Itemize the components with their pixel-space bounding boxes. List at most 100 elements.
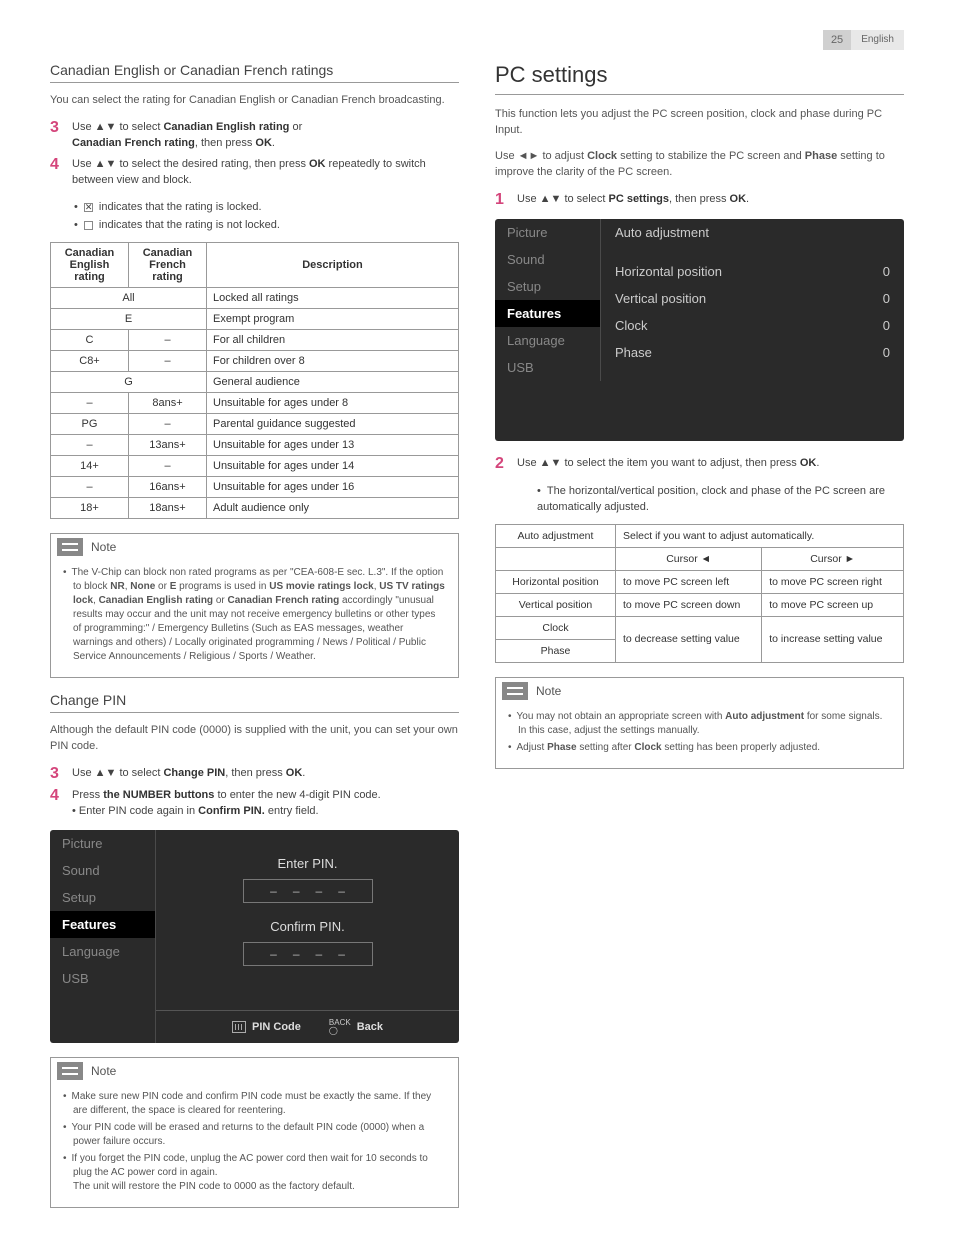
table-cell: – [51, 476, 129, 497]
osd-option [601, 246, 904, 258]
osd-menu-item: USB [495, 354, 600, 381]
pin-steps: 3 Use ▲▼ to select Change PIN, then pres… [50, 765, 459, 820]
step-number: 2 [495, 455, 517, 473]
table-cell: PG [51, 413, 129, 434]
table-cell: – [51, 434, 129, 455]
table-cell: Unsuitable for ages under 14 [207, 455, 459, 476]
pc-settings-table: Auto adjustment Select if you want to ad… [495, 524, 904, 663]
table-cell: Unsuitable for ages under 13 [207, 434, 459, 455]
table-cell: – [129, 455, 207, 476]
table-cell: All [51, 287, 207, 308]
language-label: English [851, 30, 904, 50]
table-cell: General audience [207, 371, 459, 392]
table-cell: – [129, 413, 207, 434]
note-box-ratings: Note The V-Chip can block non rated prog… [50, 533, 459, 678]
osd-confirm-pin: Confirm PIN. [156, 911, 459, 942]
section-title-pin: Change PIN [50, 692, 459, 713]
table-cell: – [129, 350, 207, 371]
osd-option: Auto adjustment [601, 219, 904, 246]
table-cell: Unsuitable for ages under 8 [207, 392, 459, 413]
th-desc: Description [207, 242, 459, 287]
note-title: Note [536, 684, 561, 698]
pin-confirm-boxes: –––– [243, 942, 373, 966]
note-item: Your PIN code will be erased and returns… [63, 1121, 446, 1149]
osd-menu-item: Setup [50, 884, 155, 911]
pc-intro2: Use ◄► to adjust Clock setting to stabil… [495, 149, 904, 181]
osd-menu-item: Sound [50, 857, 155, 884]
back-icon: BACK◯ [329, 1019, 351, 1035]
step-text: Use ▲▼ to select Canadian English rating… [72, 119, 459, 152]
table-cell: 13ans+ [129, 434, 207, 455]
table-cell: – [129, 329, 207, 350]
note-box-pc: Note You may not obtain an appropriate s… [495, 677, 904, 769]
osd-menu-item: Language [50, 938, 155, 965]
step-number: 3 [50, 119, 72, 137]
osd-pc-screenshot: PictureSoundSetupFeaturesLanguageUSB Aut… [495, 219, 904, 441]
osd-menu-item: Features [50, 911, 155, 938]
table-cell: Locked all ratings [207, 287, 459, 308]
osd-option: Phase0 [601, 339, 904, 366]
ratings-steps: 3 Use ▲▼ to select Canadian English rati… [50, 119, 459, 189]
step-number: 4 [50, 787, 72, 805]
table-cell: Adult audience only [207, 497, 459, 518]
osd-menu-item: USB [50, 965, 155, 992]
note-item: If you forget the PIN code, unplug the A… [63, 1152, 446, 1194]
step-number: 3 [50, 765, 72, 783]
section-title-pc: PC settings [495, 62, 904, 95]
note-item: You may not obtain an appropriate screen… [508, 710, 891, 738]
th-french: Canadian French rating [129, 242, 207, 287]
osd-footer: PIN Code BACK◯Back [156, 1010, 459, 1043]
table-cell: E [51, 308, 207, 329]
table-cell: For children over 8 [207, 350, 459, 371]
step-text: Use ▲▼ to select PC settings, then press… [517, 191, 904, 208]
pin-entry-boxes: –––– [243, 879, 373, 903]
table-cell: For all children [207, 329, 459, 350]
pc-step1: 1 Use ▲▼ to select PC settings, then pre… [495, 191, 904, 209]
table-cell: 18+ [51, 497, 129, 518]
ratings-intro: You can select the rating for Canadian E… [50, 93, 459, 109]
keypad-icon [232, 1021, 246, 1033]
osd-option: Horizontal position0 [601, 258, 904, 285]
note-box-pin: Note Make sure new PIN code and confirm … [50, 1057, 459, 1208]
pc-intro1: This function lets you adjust the PC scr… [495, 107, 904, 139]
osd-menu-item: Language [495, 327, 600, 354]
table-cell: – [51, 392, 129, 413]
left-column: Canadian English or Canadian French rati… [50, 62, 459, 1222]
osd-enter-pin: Enter PIN. [156, 848, 459, 879]
note-icon [502, 682, 528, 700]
note-title: Note [91, 540, 116, 554]
checked-box-icon [84, 203, 93, 212]
table-cell: Exempt program [207, 308, 459, 329]
step-text: Use ▲▼ to select Change PIN, then press … [72, 765, 459, 782]
section-title-ratings: Canadian English or Canadian French rati… [50, 62, 459, 83]
table-cell: C8+ [51, 350, 129, 371]
osd-option: Vertical position0 [601, 285, 904, 312]
step-text: Use ▲▼ to select the desired rating, the… [72, 156, 459, 189]
table-cell: Unsuitable for ages under 16 [207, 476, 459, 497]
note-item: Adjust Phase setting after Clock setting… [508, 741, 891, 755]
step-text: Use ▲▼ to select the item you want to ad… [517, 455, 904, 472]
osd-option: Clock0 [601, 312, 904, 339]
osd-menu-item: Setup [495, 273, 600, 300]
pc-step2: 2 Use ▲▼ to select the item you want to … [495, 455, 904, 473]
table-cell: G [51, 371, 207, 392]
note-icon [57, 538, 83, 556]
step-number: 1 [495, 191, 517, 209]
osd-menu-item: Picture [495, 219, 600, 246]
right-column: PC settings This function lets you adjus… [495, 62, 904, 1222]
osd-menu-item: Sound [495, 246, 600, 273]
note-icon [57, 1062, 83, 1080]
lock-bullets: indicates that the rating is locked. ind… [74, 199, 459, 234]
note-item: Make sure new PIN code and confirm PIN c… [63, 1090, 446, 1118]
pin-intro: Although the default PIN code (0000) is … [50, 723, 459, 755]
osd-menu-item: Features [495, 300, 600, 327]
pc-auto-bullet: The horizontal/vertical position, clock … [537, 483, 904, 516]
step-text: Press the NUMBER buttons to enter the ne… [72, 787, 459, 820]
table-cell: 18ans+ [129, 497, 207, 518]
ratings-table: Canadian English rating Canadian French … [50, 242, 459, 519]
osd-menu-item: Picture [50, 830, 155, 857]
note-title: Note [91, 1064, 116, 1078]
table-cell: Parental guidance suggested [207, 413, 459, 434]
empty-box-icon [84, 221, 93, 230]
table-cell: 16ans+ [129, 476, 207, 497]
